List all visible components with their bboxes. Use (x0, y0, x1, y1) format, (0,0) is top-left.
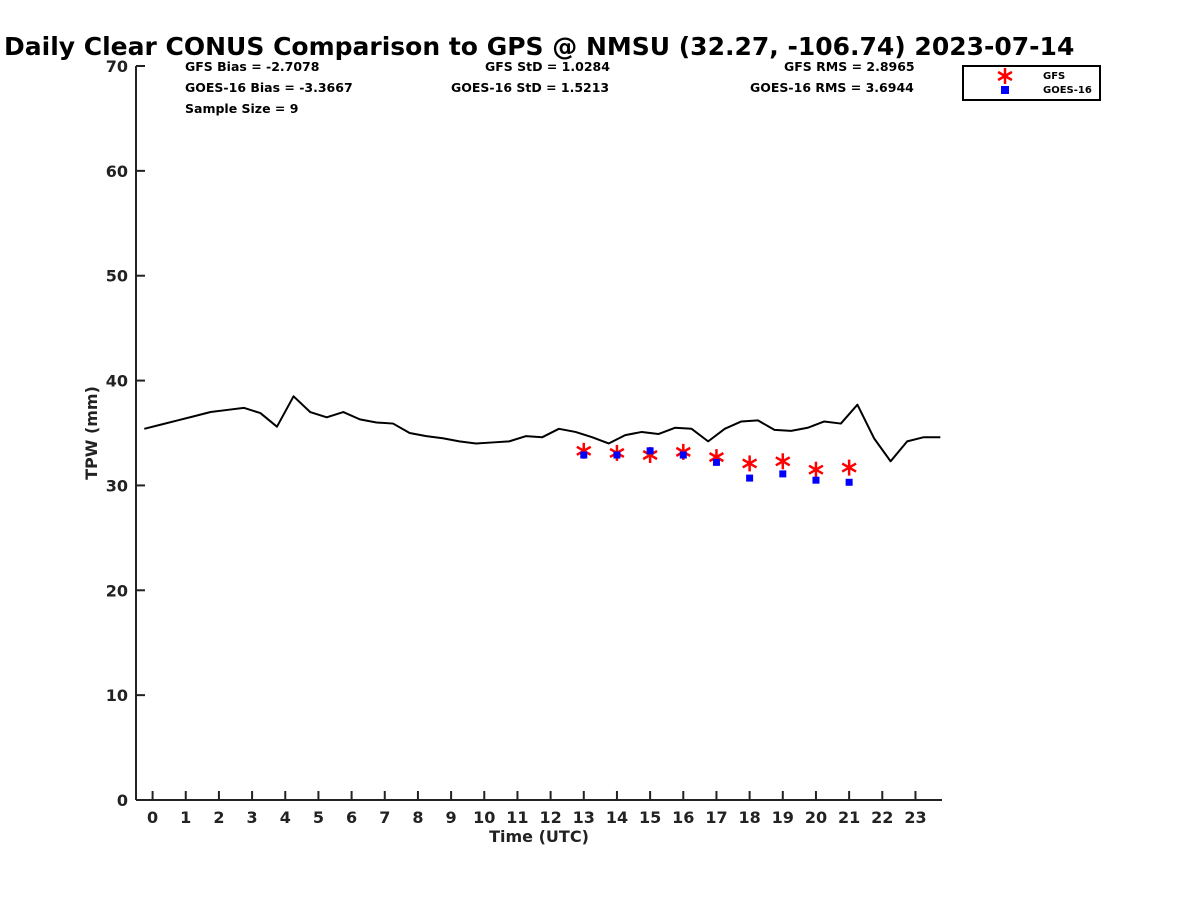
legend-goes-square (1001, 86, 1009, 94)
x-tick-label: 13 (573, 808, 595, 827)
y-tick-label: 70 (106, 57, 128, 76)
x-tick-label: 4 (280, 808, 291, 827)
gfs-point-stroke (841, 462, 857, 473)
x-tick-label: 3 (247, 808, 258, 827)
goes16-point (646, 447, 654, 455)
chart-title: Daily Clear CONUS Comparison to GPS @ NM… (4, 32, 1074, 61)
x-tick-label: 10 (473, 808, 495, 827)
stat-gfs-std: GFS StD = 1.0284 (485, 59, 610, 74)
goes16-point (580, 451, 588, 459)
x-tick-label: 11 (506, 808, 528, 827)
goes16-point (746, 474, 754, 482)
x-tick-label: 17 (705, 808, 727, 827)
legend-goes-label: GOES-16 (1043, 85, 1092, 96)
legend-goes-marker (1001, 86, 1009, 94)
stat-sample-size: Sample Size = 9 (185, 101, 298, 116)
y-axis-label: TPW (mm) (82, 386, 101, 480)
gfs-point-stroke (576, 445, 592, 456)
goes16-point (779, 470, 787, 478)
goes16-point (613, 451, 621, 459)
gfs-point (775, 453, 791, 470)
x-tick-label: 9 (446, 808, 457, 827)
y-tick-label: 10 (106, 686, 128, 705)
x-tick-label: 20 (805, 808, 827, 827)
x-tick-label: 16 (672, 808, 694, 827)
x-tick-label: 14 (606, 808, 628, 827)
y-tick-label: 20 (106, 581, 128, 600)
goes16-point (845, 478, 853, 486)
goes16-point (679, 451, 687, 459)
y-tick-label: 50 (106, 267, 128, 286)
goes16-point (712, 458, 720, 466)
gfs-point-stroke (708, 452, 725, 463)
x-tick-label: 5 (313, 808, 324, 827)
x-axis-label: Time (UTC) (489, 827, 589, 846)
y-tick-label: 40 (106, 372, 128, 391)
legend: GFS GOES-16 (962, 65, 1101, 101)
stat-goes-bias: GOES-16 Bias = -3.3667 (185, 80, 353, 95)
goes16-point (812, 476, 820, 484)
x-tick-label: 21 (838, 808, 860, 827)
legend-gfs-label: GFS (1043, 71, 1065, 82)
legend-gfs-star-stroke (997, 70, 1013, 82)
stat-gfs-rms: GFS RMS = 2.8965 (784, 59, 915, 74)
gfs-point (841, 459, 857, 476)
x-tick-label: 23 (904, 808, 926, 827)
gfs-point-stroke (775, 456, 791, 467)
x-tick-label: 0 (147, 808, 158, 827)
gfs-point-stroke (742, 458, 758, 469)
x-tick-label: 22 (871, 808, 893, 827)
x-tick-label: 12 (539, 808, 561, 827)
y-tick-label: 60 (106, 162, 128, 181)
stat-gfs-bias: GFS Bias = -2.7078 (185, 59, 319, 74)
x-tick-label: 18 (738, 808, 760, 827)
x-tick-label: 15 (639, 808, 661, 827)
x-tick-label: 7 (379, 808, 390, 827)
legend-gfs-star (997, 68, 1013, 84)
legend-gfs-marker (997, 68, 1013, 84)
gps-tpw-line (144, 395, 941, 463)
y-tick-label: 0 (117, 791, 128, 810)
gfs-point (808, 461, 824, 478)
stat-goes-rms: GOES-16 RMS = 3.6944 (750, 80, 914, 95)
gfs-point-stroke (808, 464, 824, 475)
x-tick-label: 6 (346, 808, 357, 827)
gfs-point-stroke (642, 449, 658, 461)
x-tick-label: 2 (213, 808, 224, 827)
x-tick-label: 19 (772, 808, 794, 827)
stat-goes-std: GOES-16 StD = 1.5213 (451, 80, 609, 95)
x-tick-label: 1 (180, 808, 191, 827)
x-tick-label: 8 (412, 808, 423, 827)
gfs-point (742, 455, 758, 472)
legend-box (962, 65, 1101, 101)
y-tick-label: 30 (106, 476, 128, 495)
